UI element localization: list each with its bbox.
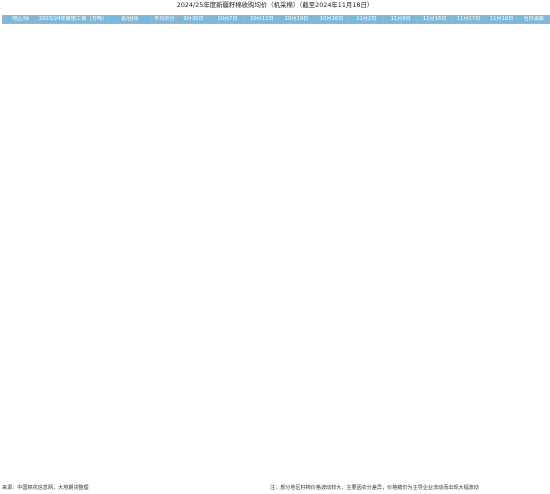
column-header: 11月2日 — [348, 14, 385, 25]
column-header: 10月12日 — [244, 14, 280, 25]
column-header: 9月30日 — [176, 14, 211, 25]
column-header: 平均衣分 — [151, 14, 178, 25]
source-note: 来源：中国棉花信息网，大地期货整理 — [2, 485, 89, 491]
price-table: 地区/师 2023/24年度植工量（万吨） 县/团场 平均衣分 9月30日 10月7日 10… — [2, 14, 550, 25]
footer: 来源：中国棉花信息网，大地期货整理 注：部分地区籽棉价格波动较大，主要因衣分差异… — [2, 484, 548, 493]
column-header: 当日涨跌 — [517, 14, 550, 25]
column-header: 县/团场 — [107, 14, 153, 25]
column-header: 11月17日 — [451, 14, 486, 25]
table-header: 地区/师 2023/24年度植工量（万吨） 县/团场 平均衣分 9月30日 10月7日 10… — [2, 14, 550, 25]
column-header: 11月16日 — [417, 14, 453, 25]
column-header: 11月9日 — [383, 14, 419, 25]
column-header: 10月26日 — [313, 14, 350, 25]
page-title: 2024/25年度新疆籽棉收购均价（机采棉）（截至2024年11月18日） — [176, 1, 374, 9]
column-header: 10月7日 — [209, 14, 246, 25]
column-header: 10月19日 — [278, 14, 315, 25]
column-header: 地区/师 — [2, 14, 39, 25]
remark-note: 注：部分地区籽棉价格波动较大，主要因衣分差异，价格稳仍为主导企业流动而出现大幅波… — [270, 485, 479, 491]
column-header: 2023/24年度植工量（万吨） — [37, 14, 109, 25]
column-header: 11月18日 — [484, 14, 519, 25]
